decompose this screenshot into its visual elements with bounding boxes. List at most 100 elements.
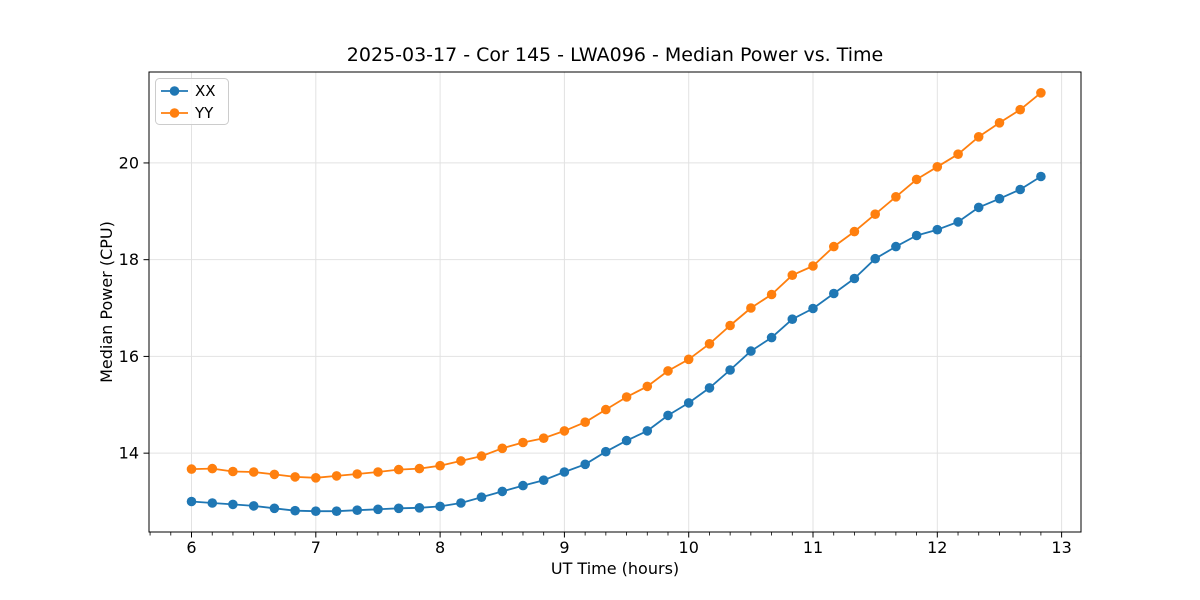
series-yy-marker [435, 460, 445, 471]
x-tick-label: 12 [927, 538, 947, 557]
series-xx-marker [953, 217, 963, 227]
series-xx-marker [1036, 171, 1046, 182]
x-tick-label: 9 [559, 538, 569, 557]
series-xx-marker [932, 224, 943, 235]
series-xx-marker [870, 253, 880, 264]
series-yy-marker [601, 404, 611, 415]
series-xx-marker [476, 492, 487, 503]
series-xx-marker [973, 202, 984, 213]
legend-series-label: YY [194, 104, 214, 122]
x-tick-label: 13 [1051, 538, 1071, 557]
series-yy-marker [829, 241, 839, 252]
series-yy-marker [746, 303, 756, 313]
series-yy-marker [911, 174, 922, 185]
x-tick-label: 7 [311, 538, 321, 557]
series-xx-marker [228, 499, 238, 510]
series-xx-marker [435, 501, 445, 512]
series-xx-marker [393, 503, 404, 514]
series-xx-marker [725, 365, 735, 375]
series-xx-marker [808, 303, 818, 314]
legend-sample-marker [169, 108, 180, 118]
series-yy-marker [538, 433, 549, 444]
series-xx-marker [207, 498, 218, 508]
series-yy-marker [228, 466, 238, 477]
series-yy-marker [393, 464, 404, 475]
series-yy-marker [642, 381, 653, 392]
series-xx-marker [580, 459, 590, 470]
axes-layer: 6 7 8 9 10 11 12 13 14 16 18 20 [119, 71, 1082, 557]
series-xx-marker [891, 241, 901, 252]
series-xx-line [190, 175, 1042, 513]
series-xx-marker [538, 475, 549, 486]
series-yy-marker [932, 162, 943, 172]
series-xx-marker [1015, 184, 1025, 195]
series-yy-marker [994, 118, 1005, 128]
series-yy-marker [621, 392, 632, 402]
y-tick-label: 18 [119, 250, 139, 269]
series-xx-marker [311, 506, 321, 516]
series-xx-marker [911, 230, 922, 241]
y-tick-label: 20 [119, 153, 139, 172]
series-xx-marker [414, 503, 425, 513]
x-tick-label: 6 [186, 538, 196, 557]
series-xx-marker [621, 435, 632, 446]
x-tick-label: 11 [803, 538, 823, 557]
series-yy-marker [1036, 88, 1046, 98]
series-xx-marker [518, 480, 528, 491]
series-yy-marker [248, 467, 259, 477]
series-yy-marker [766, 289, 777, 300]
series-yy-marker [373, 467, 383, 477]
series-yy-marker [456, 456, 466, 466]
legend-sample-marker [169, 86, 180, 96]
series-yy-marker [953, 149, 963, 159]
series-xx-marker [601, 446, 611, 457]
series-yy-marker [1015, 104, 1025, 115]
series-yy-marker [331, 471, 342, 481]
series-yy-marker [476, 451, 487, 461]
series-yy-line [190, 91, 1042, 479]
series-xx-marker [683, 398, 694, 408]
series-yy-marker [414, 463, 425, 474]
y-tick-label: 16 [119, 347, 139, 366]
series-xx-marker [331, 506, 342, 516]
series-yy-marker [518, 437, 528, 448]
series-yy-marker [269, 469, 280, 480]
series-xx-marker [766, 332, 777, 343]
series-yy-marker [559, 426, 570, 436]
series-xx-marker [248, 501, 259, 511]
series-yy-marker [497, 443, 508, 454]
series-xx-marker [849, 273, 860, 284]
series-yy-marker [808, 261, 818, 271]
series-yy-marker [870, 209, 880, 219]
series-yy-marker [290, 472, 300, 482]
series-xx-marker [559, 467, 570, 477]
series-yy-marker [849, 226, 860, 237]
series-yy-marker [704, 339, 715, 349]
x-tick-label: 8 [435, 538, 445, 557]
series-xx-marker [497, 486, 508, 497]
series-xx-marker [290, 505, 300, 516]
series-xx-marker [829, 288, 839, 299]
series-yy-marker [207, 463, 218, 474]
series-yy-marker [683, 354, 694, 365]
series-xx-marker [642, 426, 653, 436]
series-yy-marker [787, 270, 798, 281]
series-xx-marker [994, 193, 1005, 204]
series-xx-marker [269, 503, 280, 514]
series-xx-marker [186, 496, 197, 507]
series-yy-marker [891, 192, 901, 202]
grid-layer [149, 72, 1081, 532]
legend-series-label: XX [195, 82, 216, 100]
axes-spines [148, 71, 1082, 533]
y-axis-label: Median Power (CPU) [97, 221, 116, 383]
series-yy-marker [973, 132, 984, 142]
series-yy-marker [352, 469, 363, 479]
x-tick-label: 10 [679, 538, 699, 557]
series-yy-marker [186, 464, 197, 474]
series-xx-marker [746, 346, 756, 356]
series-yy-marker [580, 417, 590, 428]
series-xx-marker [787, 314, 798, 325]
series-xx-marker [352, 505, 363, 515]
